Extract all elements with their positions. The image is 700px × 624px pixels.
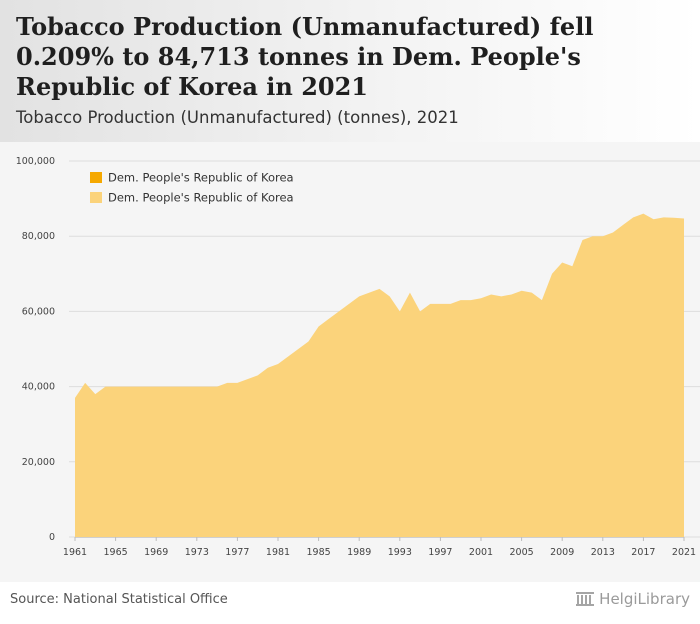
helgilibrary-logo[interactable]: HelgiLibrary	[575, 590, 690, 608]
header-band	[0, 0, 700, 142]
x-tick-label: 1973	[185, 547, 209, 558]
legend-label: Dem. People's Republic of Korea	[108, 171, 294, 185]
x-tick-label: 2021	[672, 547, 696, 558]
library-columns-icon	[576, 592, 595, 606]
x-tick-label: 1969	[144, 547, 168, 558]
legend-label: Dem. People's Republic of Korea	[108, 191, 294, 205]
x-tick-label: 1961	[63, 547, 87, 558]
x-tick-label: 1965	[104, 547, 128, 558]
x-tick-label: 1985	[307, 547, 331, 558]
area-chart: 0 20,000 40,000 60,000 80,000 100,000 1961 1965…	[16, 156, 700, 558]
legend-swatch	[90, 192, 102, 203]
y-tick-label: 20,000	[22, 457, 55, 468]
y-tick-label: 0	[49, 532, 55, 543]
y-tick-label: 80,000	[22, 231, 55, 242]
x-tick-label: 1989	[347, 547, 371, 558]
y-tick-label: 60,000	[22, 306, 55, 317]
logo-text: HelgiLibrary	[599, 590, 690, 608]
x-tick-label: 1997	[428, 547, 452, 558]
x-tick-label: 2001	[469, 547, 493, 558]
chart-subtitle: Tobacco Production (Unmanufactured) (ton…	[16, 108, 459, 127]
y-tick-label: 40,000	[22, 382, 55, 393]
source-note: Source: National Statistical Office	[10, 592, 228, 607]
x-tick-label: 2013	[591, 547, 615, 558]
x-tick-label: 1981	[266, 547, 290, 558]
legend-swatch	[90, 172, 102, 183]
x-tick-label: 2005	[510, 547, 534, 558]
x-tick-label: 1993	[388, 547, 412, 558]
footer	[0, 582, 700, 624]
x-tick-label: 2009	[550, 547, 574, 558]
series-area	[75, 213, 684, 537]
x-tick-label: 1977	[225, 547, 249, 558]
y-tick-label: 100,000	[16, 156, 55, 167]
page-title: Tobacco Production (Unmanufactured) fell…	[16, 12, 594, 101]
x-tick-label: 2017	[631, 547, 655, 558]
